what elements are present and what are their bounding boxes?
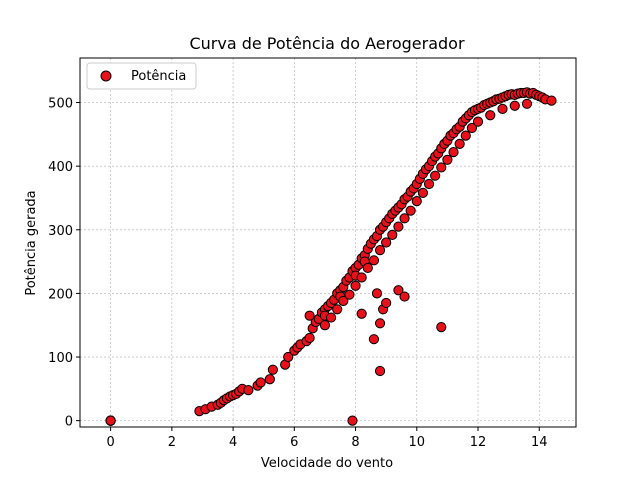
data-point [356,308,367,319]
data-point [436,322,447,333]
y-tick-label: 100 [48,351,73,366]
x-tick-label: 0 [106,435,114,450]
data-point [497,103,508,114]
data-point [399,291,410,302]
data-point [255,377,266,388]
data-points [105,87,557,426]
x-tick-label: 2 [168,435,176,450]
data-point [374,318,386,329]
x-tick-label: 10 [409,435,426,450]
data-point [350,280,361,291]
x-tick-label: 8 [351,435,359,450]
data-point [448,147,459,158]
y-axis-label: Potência gerada [24,190,39,295]
data-point [356,272,367,283]
data-point [430,170,441,181]
plot-frame [79,57,577,428]
data-point [347,415,358,426]
y-tick-label: 300 [48,224,73,239]
data-point [393,285,404,296]
data-point [423,178,435,190]
data-point [405,205,416,216]
legend-box [86,62,197,90]
data-point [304,332,315,344]
data-point [283,351,294,363]
legend: Potência [86,62,197,90]
data-point [368,334,380,345]
data-point [485,110,496,121]
data-point [454,138,465,149]
data-point [371,288,383,299]
x-tick-label: 14 [531,435,548,450]
data-point [374,245,386,256]
x-tick-label: 4 [229,435,237,450]
x-tick-label: 12 [470,435,487,450]
y-tick-label: 500 [48,97,73,112]
data-point [387,229,398,240]
data-point [466,122,478,134]
data-point [509,100,520,111]
y-tick-label: 400 [48,160,73,175]
x-axis-ticks: 0 2 4 6 8 10 12 14 [106,427,548,450]
data-point [393,221,404,232]
x-axis-label: Velocidade do vento [261,456,393,471]
data-point [243,385,254,396]
data-point [521,98,533,109]
y-tick-label: 0 [65,415,73,430]
data-point [332,304,343,315]
data-point [460,130,471,141]
data-point [267,364,278,375]
data-point [381,237,392,248]
legend-entry-label: Potência [131,69,186,84]
data-point [304,310,315,321]
data-point [417,187,429,198]
x-tick-label: 6 [290,435,298,450]
data-point [368,255,380,266]
data-point [399,213,410,224]
legend-marker [100,70,112,82]
data-point [546,95,557,106]
data-point [344,289,355,300]
data-point [381,297,392,309]
y-axis-ticks: 0 100 200 300 400 500 [48,97,80,430]
grid [80,58,576,427]
data-point [325,312,337,323]
y-tick-label: 200 [48,287,73,302]
data-point [374,365,386,377]
data-point [472,116,484,127]
data-point [338,295,349,307]
data-point [436,162,447,173]
chart-title: Curva de Potência do Aerogerador [189,34,464,53]
data-point [362,262,373,274]
data-point [105,415,116,426]
data-point [411,196,422,207]
data-point [442,154,453,165]
data-point [264,374,275,385]
data-point [319,320,331,331]
